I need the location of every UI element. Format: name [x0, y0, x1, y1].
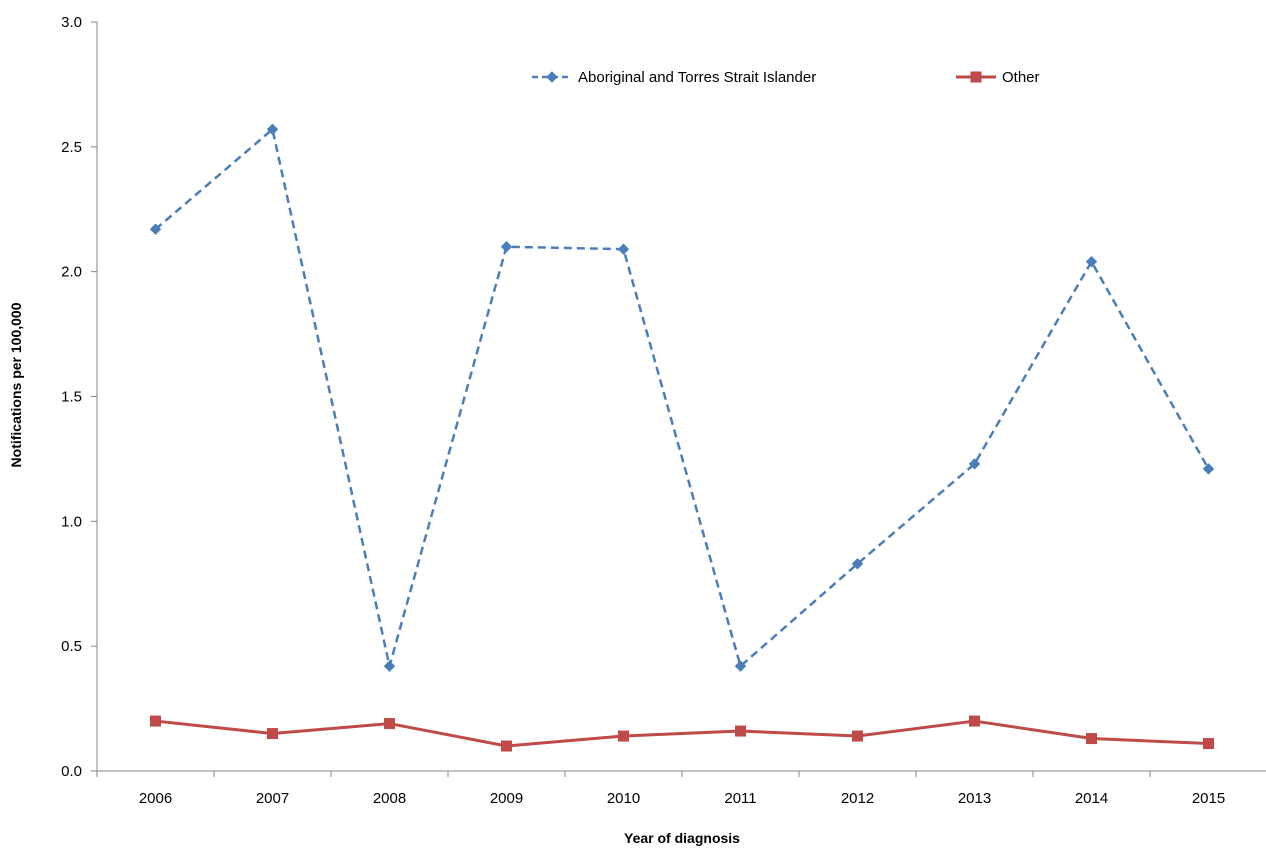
legend: Aboriginal and Torres Strait Islander Oth… — [532, 69, 1040, 86]
y-tick-label: 2.0 — [61, 264, 82, 281]
x-tick-label: 2015 — [1192, 790, 1225, 807]
x-tick-label: 2012 — [841, 790, 874, 807]
y-tick-label: 0.5 — [61, 638, 82, 655]
legend-marker — [546, 71, 558, 83]
series-line — [155, 719, 1209, 748]
data-point — [734, 660, 747, 672]
data-point — [267, 728, 278, 740]
data-point — [383, 660, 396, 672]
data-point — [266, 123, 279, 136]
data-point — [851, 558, 864, 570]
data-point — [618, 730, 629, 742]
legend-item: Aboriginal and Torres Strait Islander — [532, 69, 816, 86]
data-point — [150, 715, 161, 727]
data-point — [1085, 255, 1098, 268]
x-tick-label: 2006 — [139, 790, 172, 807]
data-point — [384, 718, 395, 730]
x-tick-label: 2009 — [490, 790, 523, 807]
legend-item: Other — [956, 69, 1040, 86]
data-point — [968, 458, 981, 470]
legend-label: Aboriginal and Torres Strait Islander — [578, 69, 816, 86]
series-layer — [149, 123, 1215, 752]
x-tick-label: 2014 — [1075, 790, 1108, 807]
y-tick-label: 0.0 — [61, 763, 82, 780]
y-tick-label: 3.0 — [61, 14, 82, 31]
x-tick-label: 2011 — [724, 790, 756, 807]
data-point — [969, 715, 980, 727]
x-tick-label: 2013 — [958, 790, 991, 807]
x-tick-label: 2008 — [373, 790, 406, 807]
data-point — [617, 243, 630, 255]
data-point — [149, 223, 162, 235]
legend-label: Other — [1002, 69, 1040, 86]
series-other — [150, 715, 1214, 752]
data-point — [1202, 463, 1215, 475]
data-point — [1086, 733, 1097, 745]
data-point — [501, 740, 512, 752]
series-line — [154, 128, 1210, 668]
data-point — [735, 725, 746, 737]
x-tick-label: 2007 — [256, 790, 289, 807]
x-axis-title: Year of diagnosis — [624, 830, 740, 846]
y-tick-label: 1.5 — [61, 389, 82, 406]
y-tick-label: 1.0 — [61, 513, 82, 530]
y-axis-title: Notifications per 100,000 — [8, 302, 24, 467]
data-point — [500, 240, 513, 253]
axes: 0.0 0.5 1.0 1.5 2.0 2.5 3.0 2006 2007 2008 2009 201… — [61, 14, 1266, 807]
data-point — [1203, 738, 1214, 750]
y-tick-label: 2.5 — [61, 139, 82, 156]
x-tick-label: 2010 — [607, 790, 640, 807]
series-aboriginal-torres-strait-islander — [149, 123, 1215, 672]
data-point — [852, 730, 863, 742]
legend-marker — [970, 71, 982, 83]
